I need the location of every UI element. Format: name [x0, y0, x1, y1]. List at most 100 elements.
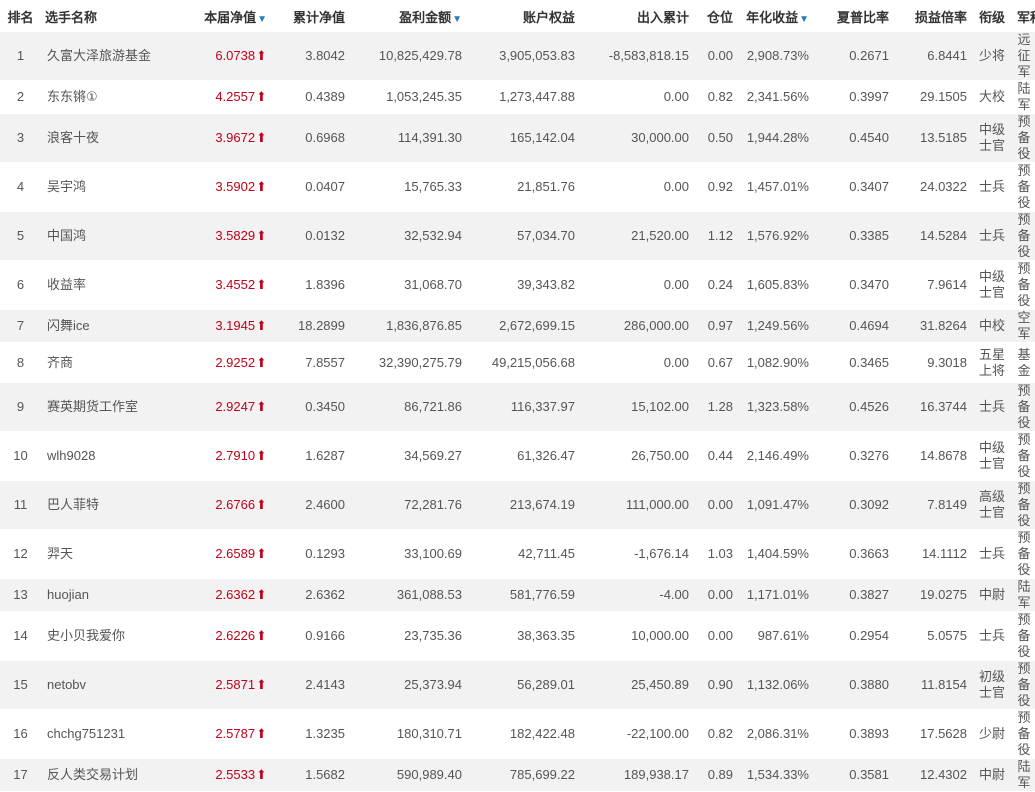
- cell-nav-text: 2.6589: [215, 546, 256, 561]
- sort-triangle-down-icon[interactable]: ▼: [257, 13, 267, 25]
- cell-grade-text: 中级士官: [978, 122, 1005, 153]
- cell-cum-nav: 1.5682: [271, 758, 349, 792]
- arrow-up-icon: ⬆: [256, 448, 267, 463]
- cell-branch-text: 预备役: [1017, 481, 1031, 528]
- cell-sharpe: 0.3663: [813, 529, 893, 579]
- arrow-up-icon: ⬆: [256, 677, 267, 692]
- cell-player-name[interactable]: 吴宇鸿: [41, 162, 157, 212]
- cell-branch-text: 陆军: [1017, 81, 1031, 112]
- cell-branch: 预备役: [1013, 529, 1035, 579]
- col-nav[interactable]: 本届净值▼: [157, 0, 271, 32]
- cell-annual-text: 987.61%: [757, 628, 809, 643]
- cell-annual: 1,091.47%: [737, 480, 813, 530]
- cell-player-name[interactable]: 齐商: [41, 342, 157, 383]
- col-annual[interactable]: 年化收益▼: [737, 0, 813, 32]
- cell-player-name[interactable]: 反人类交易计划: [41, 758, 157, 792]
- arrow-up-icon: ⬆: [256, 726, 267, 741]
- cell-player-name[interactable]: 史小贝我爱你: [41, 611, 157, 661]
- cell-pl-ratio-text: 12.4302: [920, 767, 967, 782]
- cell-equity: 581,776.59: [466, 578, 579, 612]
- cell-profit: 180,310.71: [349, 709, 466, 759]
- cell-nav-text: 2.5787: [215, 726, 256, 741]
- sort-triangle-down-icon[interactable]: ▼: [452, 13, 462, 25]
- col-position[interactable]: 仓位: [693, 0, 737, 32]
- cell-position-text: 0.00: [707, 48, 733, 63]
- cell-pl-ratio: 5.0575: [893, 611, 971, 661]
- cell-grade: 士兵: [971, 529, 1013, 579]
- cell-annual-text: 1,457.01%: [746, 179, 809, 194]
- cell-pl-ratio-text: 29.1505: [920, 89, 967, 104]
- col-name[interactable]: 选手名称: [41, 0, 157, 32]
- cell-cum-nav-text: 0.1293: [305, 546, 345, 561]
- cell-position: 0.44: [693, 431, 737, 481]
- col-flow[interactable]: 出入累计: [579, 0, 693, 32]
- cell-nav: 3.4552 ⬆: [157, 260, 271, 310]
- col-nav-label: 本届净值: [204, 9, 257, 25]
- cell-branch-text: 陆军: [1017, 579, 1031, 610]
- cell-branch-text: 空军: [1017, 310, 1031, 341]
- cell-sharpe-text: 0.3663: [849, 546, 889, 561]
- cell-position: 0.89: [693, 758, 737, 792]
- cell-pl-ratio-text: 14.8678: [920, 448, 967, 463]
- cell-branch: 预备役: [1013, 260, 1035, 310]
- cell-annual: 1,132.06%: [737, 660, 813, 710]
- col-branch[interactable]: 军种: [1013, 0, 1035, 32]
- cell-player-name[interactable]: 东东锵①: [41, 80, 157, 114]
- arrow-up-icon: ⬆: [256, 130, 267, 145]
- cell-nav: 2.6226 ⬆: [157, 611, 271, 661]
- cell-position-text: 0.00: [707, 628, 733, 643]
- cell-nav: 2.6766 ⬆: [157, 480, 271, 530]
- cell-cum-nav-text: 1.6287: [305, 448, 345, 463]
- cell-grade-text: 士兵: [978, 179, 1005, 194]
- cell-equity-text: 56,289.01: [517, 677, 575, 692]
- col-sharpe[interactable]: 夏普比率: [813, 0, 893, 32]
- cell-player-name[interactable]: 羿天: [41, 529, 157, 579]
- table-row: 1 久富大泽旅游基金 6.0738 ⬆ 3.8042 10,825,429.78 3,905…: [0, 32, 1035, 81]
- cell-rank: 15: [0, 660, 41, 710]
- cell-profit: 15,765.33: [349, 162, 466, 212]
- cell-player-name[interactable]: 巴人菲特: [41, 480, 157, 530]
- cell-player-name[interactable]: 中国鸿: [41, 211, 157, 261]
- cell-player-name[interactable]: 赛英期货工作室: [41, 382, 157, 432]
- cell-player-name[interactable]: 久富大泽旅游基金: [41, 32, 157, 81]
- sort-triangle-down-icon[interactable]: ▼: [799, 13, 809, 25]
- cell-sharpe: 0.3092: [813, 480, 893, 530]
- cell-grade-text: 士兵: [978, 228, 1005, 243]
- cell-nav: 6.0738 ⬆: [157, 32, 271, 81]
- cell-profit-text: 10,825,429.78: [378, 48, 462, 63]
- col-rank[interactable]: 排名: [0, 0, 41, 32]
- cell-player-name[interactable]: netobv: [41, 660, 157, 710]
- cell-rank-text: 8: [16, 354, 25, 370]
- cell-player-name[interactable]: wlh9028: [41, 431, 157, 481]
- cell-player-name[interactable]: huojian: [41, 578, 157, 612]
- cell-pl-ratio: 12.4302: [893, 758, 971, 792]
- cell-player-name-text: 反人类交易计划: [47, 767, 139, 782]
- table-header: 排名 选手名称 本届净值▼ 累计净值 盈利金额▼ 账户权益 出入累计 仓位 年化…: [0, 0, 1035, 32]
- cell-profit-text: 32,390,275.79: [378, 354, 462, 370]
- cell-nav-text: 2.6226: [215, 628, 256, 643]
- cell-grade-text: 大校: [978, 89, 1005, 104]
- cell-rank-text: 3: [16, 130, 25, 145]
- cell-cum-nav: 2.4143: [271, 660, 349, 710]
- cell-rank: 14: [0, 611, 41, 661]
- cell-pl-ratio: 7.8149: [893, 480, 971, 530]
- cell-rank-text: 13: [13, 587, 28, 602]
- cell-player-name[interactable]: chchg751231: [41, 709, 157, 759]
- col-cum-nav[interactable]: 累计净值: [271, 0, 349, 32]
- cell-cum-nav-text: 2.4143: [305, 677, 345, 692]
- cell-nav: 2.6589 ⬆: [157, 529, 271, 579]
- cell-rank: 3: [0, 113, 41, 163]
- cell-nav-text: 3.1945: [215, 318, 256, 333]
- cell-rank: 17: [0, 758, 41, 792]
- cell-grade-text: 少将: [978, 48, 1005, 63]
- cell-player-name[interactable]: 闪舞ice: [41, 309, 157, 343]
- col-pl-ratio[interactable]: 损益倍率: [893, 0, 971, 32]
- cell-equity: 42,711.45: [466, 529, 579, 579]
- cell-position-text: 0.50: [707, 130, 733, 145]
- cell-branch-text: 预备役: [1017, 530, 1031, 577]
- cell-player-name[interactable]: 浪客十夜: [41, 113, 157, 163]
- col-profit[interactable]: 盈利金额▼: [349, 0, 466, 32]
- cell-player-name[interactable]: 收益率: [41, 260, 157, 310]
- col-grade[interactable]: 衔级: [971, 0, 1013, 32]
- col-equity[interactable]: 账户权益: [466, 0, 579, 32]
